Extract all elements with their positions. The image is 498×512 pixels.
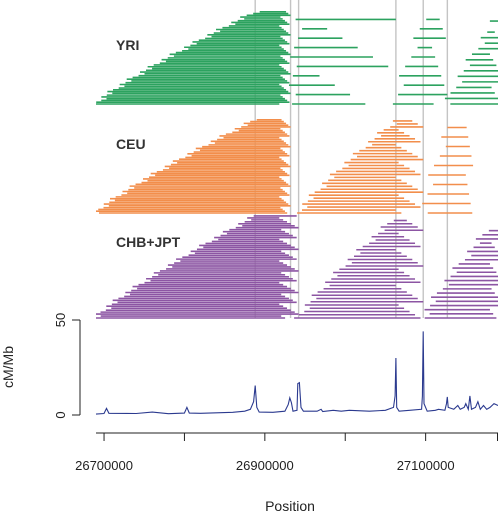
- rate-series-line: [95, 331, 498, 415]
- y-axis-label: cM/Mb: [0, 346, 16, 388]
- y-tick-label: 50: [53, 313, 68, 327]
- y-tick-label: 0: [53, 411, 68, 418]
- x-tick-label: 27100000: [397, 458, 455, 473]
- population-group-1: [96, 118, 474, 214]
- population-group-0: [96, 10, 498, 105]
- population-label: YRI: [116, 37, 139, 53]
- rate-panel: [79, 320, 498, 415]
- population-group-2: [96, 215, 498, 319]
- population-label: CHB+JPT: [116, 234, 181, 250]
- population-label: CEU: [116, 136, 146, 152]
- y-axis: 0 50: [53, 313, 80, 419]
- x-tick-label: 26700000: [75, 458, 133, 473]
- x-tick-label: 26900000: [236, 458, 294, 473]
- x-axis: 26700000 26900000 27100000: [75, 432, 498, 473]
- haplotype-segments: [96, 10, 498, 319]
- x-axis-label: Position: [265, 498, 315, 512]
- population-labels: YRI CEU CHB+JPT: [116, 37, 181, 250]
